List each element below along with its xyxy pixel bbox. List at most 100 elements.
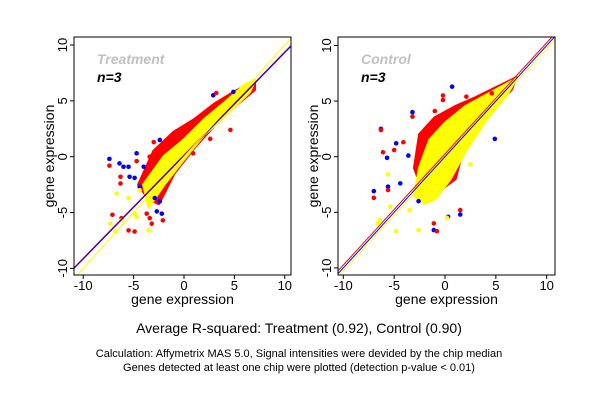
data-point xyxy=(121,164,126,170)
x-tick-label: -5 xyxy=(388,278,400,293)
data-point xyxy=(113,229,118,234)
data-point xyxy=(114,191,119,196)
x-tick-label: -5 xyxy=(128,278,140,293)
x-tick-label: -10 xyxy=(74,278,93,293)
data-point xyxy=(393,228,399,234)
data-point xyxy=(385,187,391,193)
data-point xyxy=(159,211,165,216)
panel-title: Control xyxy=(361,51,412,67)
data-point xyxy=(126,228,131,233)
data-point xyxy=(134,151,139,156)
data-point xyxy=(160,218,166,223)
data-point xyxy=(108,221,113,227)
y-tick-label: 5 xyxy=(319,97,334,104)
y-tick-label: 0 xyxy=(55,153,70,160)
data-point xyxy=(431,221,437,226)
note-line-1: Calculation: Affymetrix MAS 5.0, Signal … xyxy=(96,348,502,360)
data-point xyxy=(468,162,473,167)
data-point xyxy=(407,207,412,213)
data-point xyxy=(385,184,391,190)
sample-count: n=3 xyxy=(361,69,386,85)
data-point xyxy=(146,228,152,233)
y-tick-label: 10 xyxy=(319,38,334,52)
y-tick-label: -10 xyxy=(55,259,70,278)
fit-line xyxy=(338,37,553,272)
plot-area xyxy=(338,37,555,275)
data-point xyxy=(213,90,219,96)
data-point xyxy=(432,108,438,114)
data-point xyxy=(385,172,391,177)
data-point xyxy=(457,212,463,217)
y-axis-label: gene expression xyxy=(41,105,57,208)
data-point xyxy=(137,184,142,190)
data-point xyxy=(489,91,495,96)
note-line-2: Genes detected at least one chip were pl… xyxy=(123,362,475,374)
plot-frame xyxy=(73,36,292,276)
data-point xyxy=(378,127,384,133)
x-axis-label: gene expression xyxy=(131,291,234,307)
data-point xyxy=(117,161,122,166)
data-point xyxy=(127,174,132,180)
control-panel: -10 -5 0 5 10 -10 -5 0 5 10 gene expression gene ex… xyxy=(305,36,556,307)
data-point xyxy=(391,147,397,153)
data-point xyxy=(231,89,236,95)
fit-line xyxy=(76,37,291,275)
data-point xyxy=(397,181,403,186)
x-tick-label: 0 xyxy=(441,278,448,293)
data-point xyxy=(416,198,421,204)
data-point xyxy=(377,217,383,223)
data-point xyxy=(444,215,450,221)
data-point xyxy=(492,136,498,142)
data-point xyxy=(416,227,421,233)
data-point xyxy=(137,187,142,193)
data-point xyxy=(410,114,415,119)
panel-title: Treatment xyxy=(97,51,166,67)
data-point xyxy=(110,212,115,218)
data-point xyxy=(144,211,150,216)
x-tick-label: 10 xyxy=(539,278,553,293)
data-point xyxy=(147,215,153,221)
data-point xyxy=(380,149,386,155)
x-tick-label: -10 xyxy=(334,278,353,293)
sample-count: n=3 xyxy=(97,69,122,85)
fit-line xyxy=(338,38,555,275)
y-axis-label: gene expression xyxy=(305,105,321,208)
data-point xyxy=(147,154,153,159)
data-point xyxy=(387,204,393,210)
data-point xyxy=(141,164,146,170)
data-point xyxy=(152,195,158,201)
x-tick-label: 0 xyxy=(180,278,187,293)
data-point xyxy=(393,141,399,146)
data-point xyxy=(151,139,157,145)
data-point xyxy=(107,163,112,168)
data-point xyxy=(157,199,163,204)
summary-text: Average R-squared: Treatment (0.92), Con… xyxy=(136,320,462,336)
data-point xyxy=(190,151,196,156)
data-point xyxy=(449,84,455,89)
data-point xyxy=(207,136,213,142)
data-point xyxy=(228,127,233,133)
data-point xyxy=(118,181,123,186)
treatment-panel: -10 -5 0 5 10 -10 -5 0 5 10 gene expression gene ex… xyxy=(41,36,292,307)
y-tick-label: 0 xyxy=(319,153,334,160)
y-tick-label: -10 xyxy=(319,259,334,278)
data-point xyxy=(118,174,123,180)
plot-frame xyxy=(337,36,556,276)
x-tick-label: 10 xyxy=(278,278,292,293)
data-point xyxy=(401,139,406,145)
fit-line xyxy=(74,45,291,270)
y-tick-label: 10 xyxy=(55,38,70,52)
data-point xyxy=(132,229,137,234)
data-point xyxy=(410,109,415,115)
fit-line xyxy=(74,44,291,269)
data-point xyxy=(457,207,463,213)
data-point xyxy=(126,195,131,201)
data-point xyxy=(371,195,377,201)
data-point xyxy=(132,175,137,181)
y-tick-label: 5 xyxy=(55,97,70,104)
data-point xyxy=(157,137,163,143)
data-point xyxy=(154,209,160,214)
data-point xyxy=(464,94,469,99)
data-point xyxy=(440,93,446,98)
